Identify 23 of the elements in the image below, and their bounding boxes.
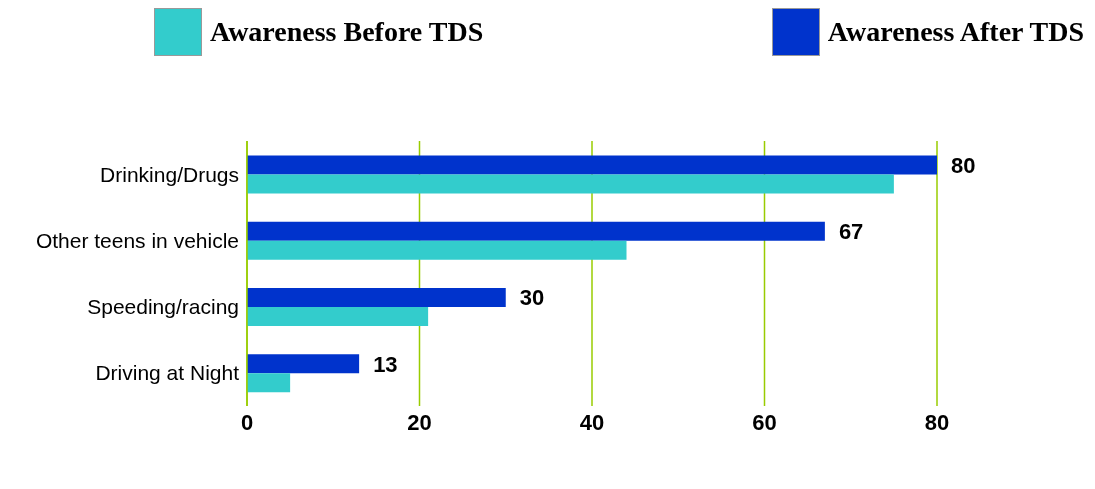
y-tick-label: Drinking/Drugs [100,162,239,186]
bar [247,354,360,374]
data-label: 67 [838,219,864,245]
y-tick-label: Driving at Night [95,361,240,385]
y-tick-label: Other teens in vehicle [35,228,239,252]
x-tick-label: 40 [579,409,605,435]
data-label: 13 [373,351,398,377]
bar [247,373,291,393]
bar [247,240,627,260]
y-tick-label: Speeding/racing [87,295,239,319]
x-tick-label: 80 [924,409,950,435]
x-tick-label: 20 [407,409,432,435]
bar [247,155,937,175]
bar [247,288,506,308]
legend-label: Awareness After TDS [827,16,1084,48]
legend-label: Awareness Before TDS [210,16,484,48]
x-tick-label: 0 [240,409,254,435]
x-tick-label: 60 [752,409,777,435]
bar [247,221,825,241]
bar [247,307,429,327]
data-label: 30 [519,285,545,311]
bar [247,174,894,194]
data-label: 80 [951,152,976,178]
